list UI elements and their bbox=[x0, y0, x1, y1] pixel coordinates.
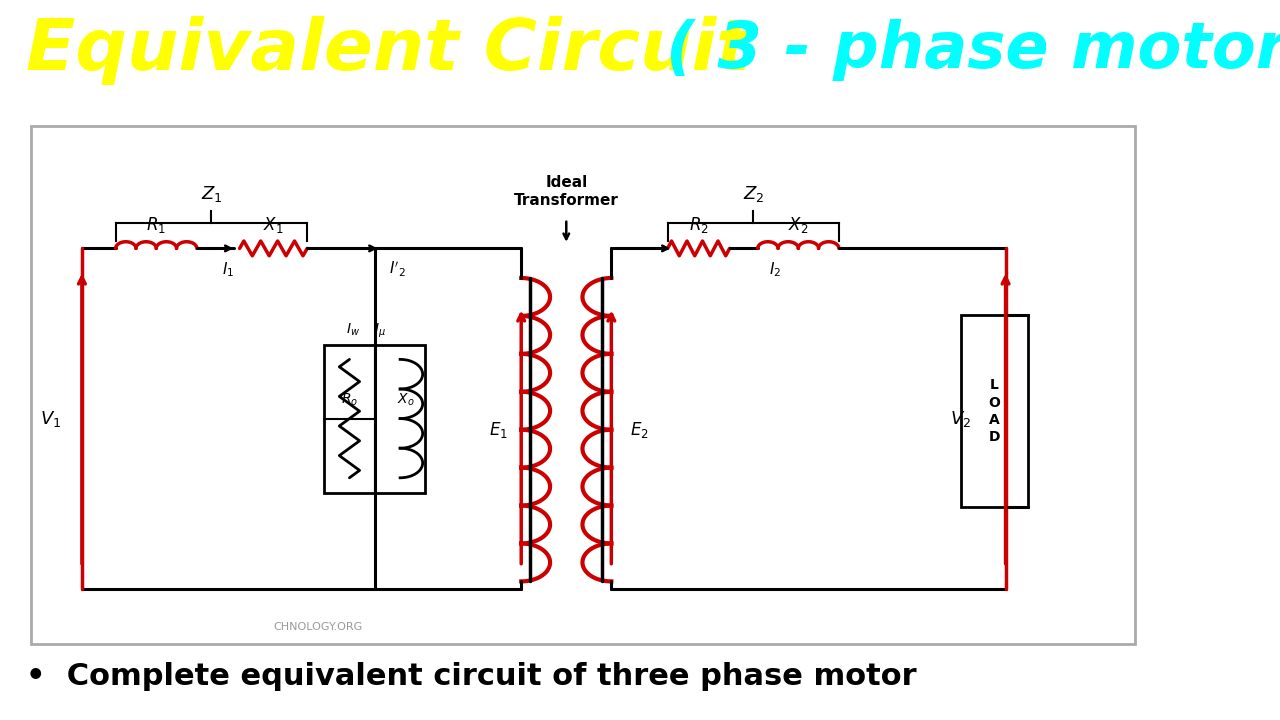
Text: $X_1$: $X_1$ bbox=[264, 215, 284, 235]
Text: $V_2$: $V_2$ bbox=[950, 409, 972, 428]
Text: ( 3 - phase motor ): ( 3 - phase motor ) bbox=[666, 19, 1280, 81]
Text: $V_1$: $V_1$ bbox=[40, 409, 61, 428]
Text: $Z_1$: $Z_1$ bbox=[201, 184, 223, 204]
Bar bbox=[324, 345, 425, 492]
Text: $I_w$: $I_w$ bbox=[346, 322, 360, 338]
Text: $X_2$: $X_2$ bbox=[788, 215, 809, 235]
Bar bbox=[960, 315, 1028, 508]
Text: Equivalent Circuit: Equivalent Circuit bbox=[26, 16, 750, 85]
Text: $R_2$: $R_2$ bbox=[689, 215, 709, 235]
Text: $I_{\mu}$: $I_{\mu}$ bbox=[375, 322, 387, 340]
Text: Ideal
Transformer: Ideal Transformer bbox=[513, 175, 618, 207]
Text: $E_1$: $E_1$ bbox=[489, 420, 508, 440]
Text: $X_o$: $X_o$ bbox=[397, 392, 415, 408]
Text: L
O
A
D: L O A D bbox=[988, 378, 1000, 444]
Text: CHNOLOGY.ORG: CHNOLOGY.ORG bbox=[274, 621, 362, 631]
Text: $I'_2$: $I'_2$ bbox=[389, 260, 406, 279]
Text: $I_2$: $I_2$ bbox=[768, 261, 781, 279]
Text: $I_1$: $I_1$ bbox=[223, 261, 234, 279]
Text: $R_o$: $R_o$ bbox=[340, 392, 358, 408]
Text: $Z_2$: $Z_2$ bbox=[742, 184, 764, 204]
Text: •  Complete equivalent circuit of three phase motor: • Complete equivalent circuit of three p… bbox=[26, 662, 916, 691]
Text: $R_1$: $R_1$ bbox=[146, 215, 166, 235]
Text: $E_2$: $E_2$ bbox=[630, 420, 649, 440]
